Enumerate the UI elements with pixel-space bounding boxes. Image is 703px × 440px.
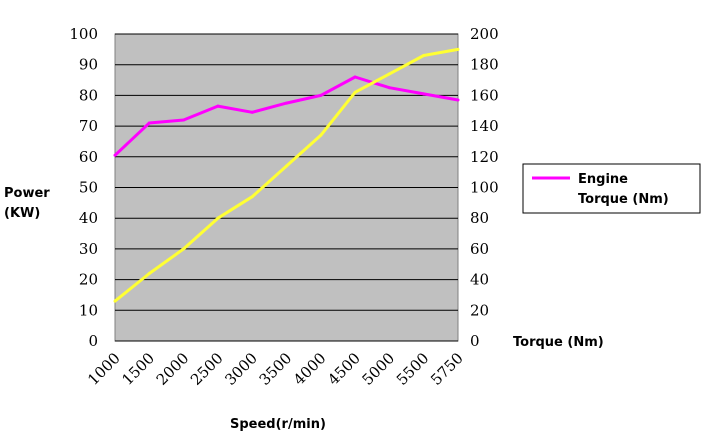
legend-box [522, 163, 701, 214]
left-axis-title-line2: (KW) [4, 206, 40, 221]
left-tick-label: 40 [79, 209, 98, 227]
series-2-point [319, 133, 323, 137]
right-tick-label: 160 [470, 86, 499, 104]
gridlines [115, 33, 458, 342]
x-axis-ticks: 1000150020002500300035004000450050005500… [84, 349, 467, 389]
x-tick-label: 5750 [427, 349, 467, 389]
series-2-point [456, 47, 460, 51]
left-tick-label: 50 [79, 179, 98, 197]
series-2-point [113, 299, 117, 303]
left-tick-label: 20 [79, 271, 98, 289]
series-2-point [216, 216, 220, 220]
series-2-point [422, 53, 426, 57]
series-1-point [285, 101, 288, 105]
left-axis-ticks: 0 10 20 30 40 50 60 70 80 90 100 [69, 25, 98, 350]
x-tick-label: 5500 [393, 349, 433, 389]
x-tick-label: 4000 [290, 349, 330, 389]
right-tick-label: 180 [470, 56, 499, 74]
left-tick-label: 70 [79, 117, 98, 135]
x-axis-title: Speed(r/min) [230, 417, 326, 432]
series-lines [113, 47, 460, 303]
series-2-point [147, 271, 151, 275]
left-axis-title-line1: Power [4, 186, 50, 201]
right-tick-label: 80 [470, 209, 489, 227]
left-tick-label: 0 [88, 332, 98, 350]
series-2-point [250, 195, 254, 199]
left-tick-label: 80 [79, 86, 98, 104]
x-tick-label: 4500 [324, 349, 364, 389]
x-tick-label: 1000 [84, 349, 124, 389]
right-tick-label: 60 [470, 240, 489, 258]
series-2-point [353, 90, 357, 94]
series-1-point [147, 121, 151, 125]
series-2-point [285, 164, 288, 168]
x-tick-label: 2000 [153, 349, 193, 389]
series-1-point [387, 86, 391, 90]
series-2-point [182, 247, 186, 251]
legend-label-line1: Engine [578, 172, 628, 187]
left-tick-label: 10 [79, 301, 98, 319]
series-1-point [113, 153, 117, 157]
series-2-point [387, 72, 391, 76]
right-axis-ticks: 0 20 40 60 80 100 120 140 160 180 200 [470, 25, 499, 350]
series-1-point [216, 104, 220, 108]
series-1-point [182, 118, 186, 122]
right-axis-title: Torque (Nm) [513, 335, 604, 350]
right-tick-label: 20 [470, 301, 489, 319]
right-tick-label: 200 [470, 25, 499, 43]
series-1-point [250, 110, 254, 114]
series-1-point [456, 98, 460, 102]
series-1-point [422, 92, 426, 96]
x-tick-label: 1500 [118, 349, 158, 389]
series-1-point [353, 75, 357, 79]
left-tick-label: 100 [69, 25, 98, 43]
x-tick-label: 5000 [358, 349, 398, 389]
legend: Engine Torque (Nm) [522, 163, 701, 214]
right-tick-label: 120 [470, 148, 499, 166]
left-tick-label: 90 [79, 56, 98, 74]
x-tick-label: 2500 [187, 349, 227, 389]
left-tick-label: 60 [79, 148, 98, 166]
x-tick-label: 3000 [221, 349, 261, 389]
right-tick-label: 100 [470, 179, 499, 197]
right-tick-label: 0 [470, 332, 480, 350]
legend-label-line2: Torque (Nm) [578, 192, 669, 207]
x-tick-label: 3500 [256, 349, 296, 389]
series-1-point [319, 93, 323, 97]
right-tick-label: 140 [470, 117, 499, 135]
left-tick-label: 30 [79, 240, 98, 258]
right-tick-label: 40 [470, 271, 489, 289]
